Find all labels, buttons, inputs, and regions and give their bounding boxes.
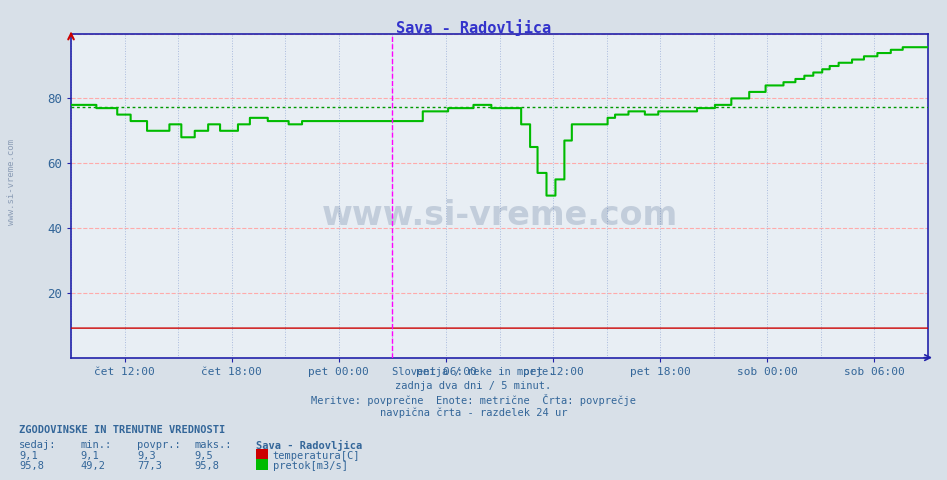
Text: sedaj:: sedaj:: [19, 440, 57, 450]
Text: maks.:: maks.:: [194, 440, 232, 450]
Text: pretok[m3/s]: pretok[m3/s]: [273, 461, 348, 471]
Text: Sava - Radovljica: Sava - Radovljica: [256, 440, 362, 451]
Text: temperatura[C]: temperatura[C]: [273, 451, 360, 461]
Text: 49,2: 49,2: [80, 461, 105, 471]
Text: 9,3: 9,3: [137, 451, 156, 461]
Text: ZGODOVINSKE IN TRENUTNE VREDNOSTI: ZGODOVINSKE IN TRENUTNE VREDNOSTI: [19, 425, 225, 435]
Text: 9,5: 9,5: [194, 451, 213, 461]
Text: 95,8: 95,8: [19, 461, 44, 471]
Text: Sava - Radovljica: Sava - Radovljica: [396, 19, 551, 36]
Text: min.:: min.:: [80, 440, 112, 450]
Text: www.si-vreme.com: www.si-vreme.com: [321, 199, 678, 231]
Text: 95,8: 95,8: [194, 461, 219, 471]
Text: 9,1: 9,1: [80, 451, 99, 461]
Text: 9,1: 9,1: [19, 451, 38, 461]
Text: Slovenija / reke in morje.: Slovenija / reke in morje.: [392, 367, 555, 377]
Text: Meritve: povprečne  Enote: metrične  Črta: povprečje: Meritve: povprečne Enote: metrične Črta:…: [311, 394, 636, 406]
Text: navpična črta - razdelek 24 ur: navpična črta - razdelek 24 ur: [380, 408, 567, 418]
Text: povpr.:: povpr.:: [137, 440, 181, 450]
Text: zadnja dva dni / 5 minut.: zadnja dva dni / 5 minut.: [396, 381, 551, 391]
Text: 77,3: 77,3: [137, 461, 162, 471]
Text: www.si-vreme.com: www.si-vreme.com: [7, 139, 16, 226]
